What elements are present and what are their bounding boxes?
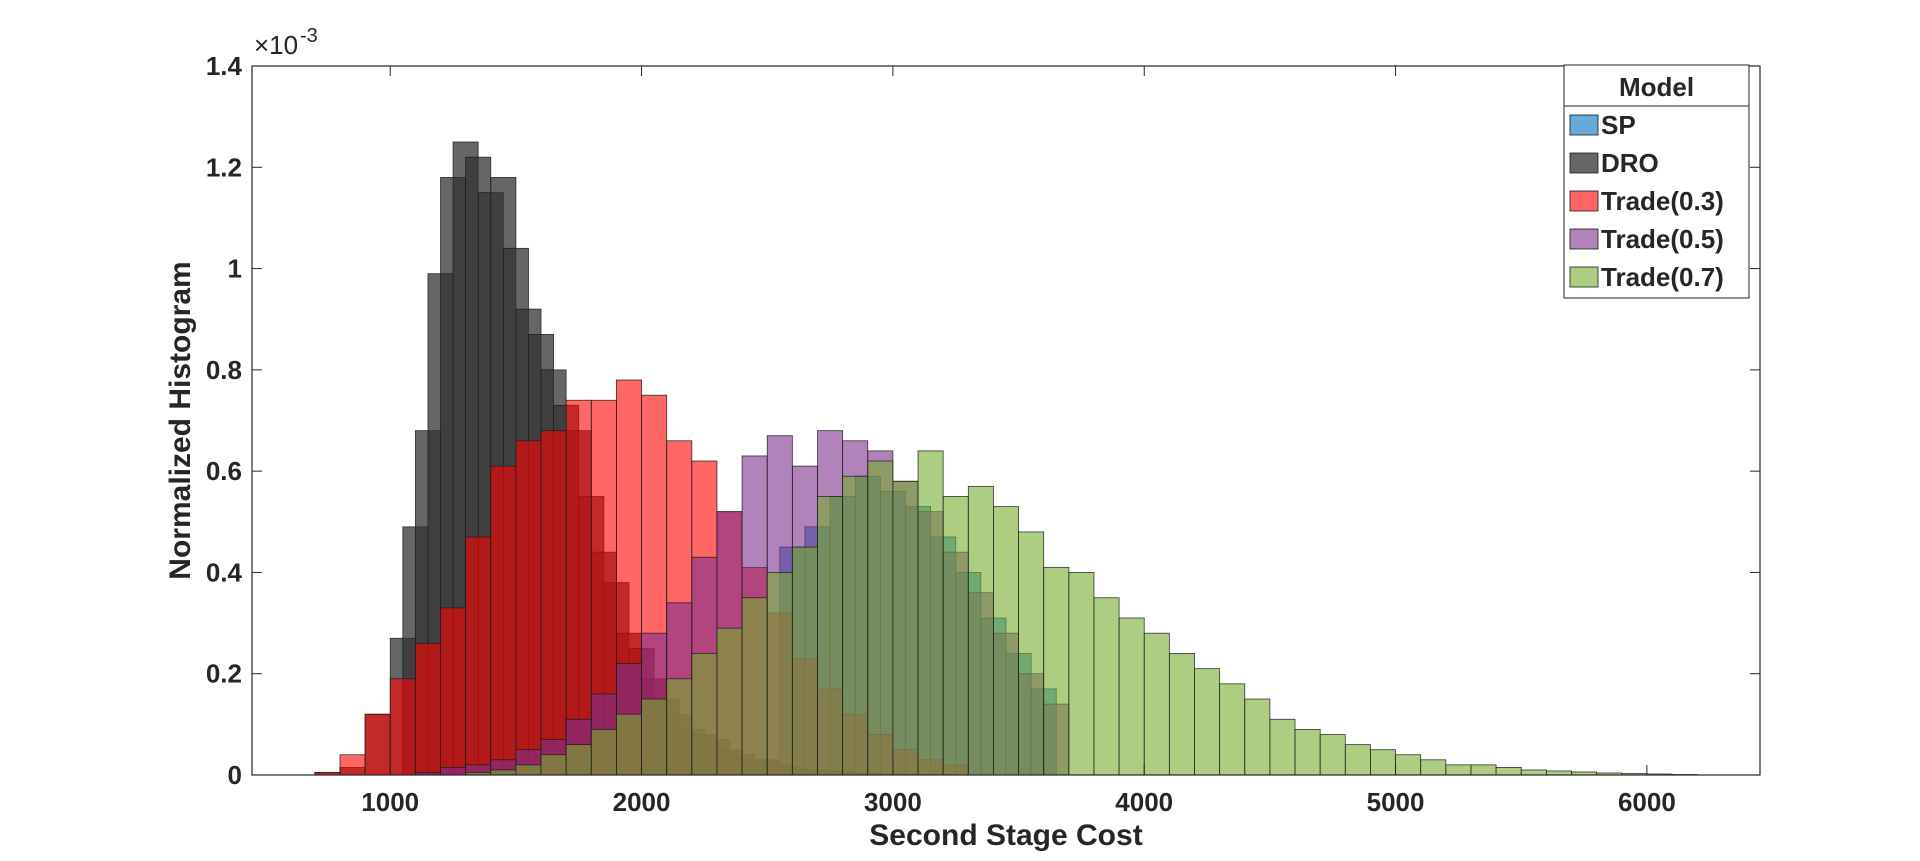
bar (440, 607, 467, 776)
legend-label: Trade(0.7) (1601, 262, 1724, 292)
bar (892, 480, 919, 776)
bar (414, 642, 441, 776)
bar (967, 485, 994, 776)
x-tick-label: 5000 (1367, 787, 1425, 817)
y-tick-label: 0.2 (206, 659, 242, 689)
y-tick-label: 0.4 (206, 557, 243, 587)
bar (1093, 597, 1120, 776)
legend: Model SP DRO Trade(0.3) Trade(0.5) Trade(0.7… (1563, 64, 1750, 299)
bar (1168, 653, 1195, 776)
legend-swatch (1569, 152, 1599, 174)
legend-label: DRO (1601, 148, 1659, 178)
bar (590, 729, 617, 776)
bar (1520, 769, 1547, 776)
bars-layer (314, 141, 1698, 776)
y-tick-label: 0.8 (206, 355, 242, 385)
bar (1219, 683, 1246, 776)
bar (766, 572, 793, 776)
y-tick-label: 1.2 (206, 152, 242, 182)
bar (515, 764, 542, 776)
legend-box (1563, 64, 1750, 299)
bar (339, 754, 366, 776)
bar (1344, 744, 1371, 776)
bar (440, 767, 467, 776)
bar (1420, 759, 1447, 776)
legend-items: SP DRO Trade(0.3) Trade(0.5) Trade(0.7) (1569, 110, 1724, 292)
y-tick-label: 1.4 (206, 51, 243, 81)
bar (666, 678, 693, 776)
legend-item: Trade(0.3) (1569, 186, 1724, 216)
y-tick-label: 1 (228, 254, 242, 284)
legend-swatch (1569, 114, 1599, 136)
bar (1068, 572, 1095, 776)
x-tick-label: 3000 (864, 787, 922, 817)
bar (867, 460, 894, 776)
bar (490, 769, 517, 776)
bar (389, 678, 416, 776)
legend-label: Trade(0.3) (1601, 186, 1724, 216)
legend-item: Trade(0.7) (1569, 262, 1724, 292)
y-axis-title: Normalized Histogram (164, 261, 197, 579)
bar (565, 399, 592, 776)
legend-item: SP (1569, 110, 1636, 140)
y-exponent-label: ×10 -3 (254, 25, 318, 60)
legend-swatch (1569, 228, 1599, 250)
bar (842, 475, 869, 776)
legend-swatch (1569, 266, 1599, 288)
y-tick-label: 0.6 (206, 456, 242, 486)
bar (465, 536, 492, 776)
bar (716, 627, 743, 776)
bar (917, 450, 944, 776)
bar (565, 744, 592, 776)
bar (942, 496, 969, 776)
legend-item: DRO (1569, 148, 1659, 178)
legend-label: Trade(0.5) (1601, 224, 1724, 254)
bar (1143, 632, 1170, 776)
bar (1470, 764, 1497, 776)
legend-item: Trade(0.5) (1569, 224, 1724, 254)
bar (1269, 718, 1296, 776)
bar (791, 546, 818, 776)
bar (1194, 668, 1221, 776)
bar (1018, 531, 1045, 776)
bar (641, 698, 668, 776)
bar (1244, 698, 1271, 776)
bar (540, 754, 567, 776)
bar (993, 506, 1019, 776)
bar (490, 465, 517, 776)
y-tick-label: 0 (228, 760, 242, 790)
bar (1495, 767, 1522, 776)
bar (1043, 566, 1070, 776)
bar (691, 653, 718, 776)
plot-frame (251, 65, 1761, 776)
x-tick-label: 1000 (361, 787, 419, 817)
x-tick-label: 2000 (613, 787, 671, 817)
y-exponent-power: -3 (300, 25, 318, 47)
legend-label: SP (1601, 110, 1636, 140)
bar (817, 496, 844, 776)
bar (1545, 770, 1572, 776)
ticks-layer: 1000 2000 3000 4000 5000 6000 0 0.2 0.4 0.6 0.8 1 1.… (206, 51, 1760, 817)
bar (540, 430, 567, 776)
bar (1370, 749, 1396, 776)
bar (1319, 734, 1346, 776)
bar (741, 597, 768, 776)
bar (616, 713, 642, 776)
y-exponent-base: ×10 (254, 30, 298, 60)
x-tick-label: 4000 (1115, 787, 1173, 817)
legend-swatch (1569, 190, 1599, 212)
bar (1294, 729, 1321, 776)
x-axis-title: Second Stage Cost (869, 819, 1142, 852)
legend-title: Model (1619, 72, 1694, 102)
bar (1395, 754, 1422, 776)
bar (515, 440, 542, 776)
bar (1445, 764, 1472, 776)
x-tick-label: 6000 (1618, 787, 1676, 817)
bar (1118, 617, 1145, 776)
bar (364, 713, 391, 776)
